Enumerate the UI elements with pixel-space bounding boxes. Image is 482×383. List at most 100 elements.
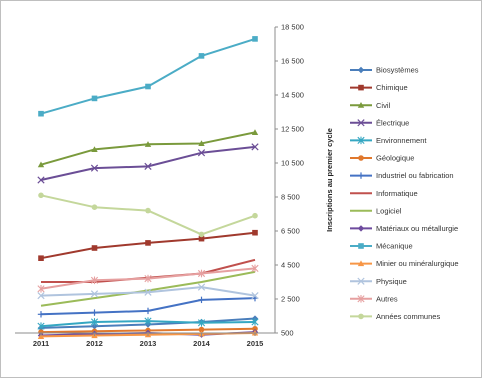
series-group [38,229,258,261]
data-point [144,162,152,171]
series-group [37,283,259,300]
data-point-stroke [197,283,206,291]
data-point [90,290,99,298]
data-point [37,333,45,339]
data-point [91,95,98,102]
legend-swatch-marker [358,313,364,320]
x-tick-label: 2012 [86,339,103,348]
legend-label: Chimique [376,83,408,92]
x-tick-label: 2015 [247,339,264,348]
legend-item: Physique [350,277,407,286]
legend-swatch-marker-stroke [357,277,365,285]
data-point [37,161,45,168]
data-point-stroke [90,164,99,172]
x-tick-label: 2011 [33,339,49,348]
data-point [251,318,259,326]
data-point [197,149,206,157]
legend-label: Années communes [376,312,440,321]
legend-swatch-marker [358,84,364,91]
data-point-stroke [144,162,152,171]
legend-item: Géologique [350,154,414,163]
data-point [144,288,152,296]
legend-label: Industriel ou fabrication [376,171,454,180]
data-point [252,325,258,332]
legend-label: Autres [376,294,398,303]
series-group [37,264,259,293]
data-point [90,318,99,326]
legend-swatch-marker [357,102,365,108]
legend-swatch-marker [357,172,365,179]
legend-item: Matériaux ou métallurgie [350,224,458,233]
legend-label: Électrique [376,118,409,127]
legend-item: Minier ou minéralurgique [350,259,459,268]
data-point [37,176,45,184]
data-point-stroke [37,291,45,300]
y-tick-label: 10 500 [281,159,304,168]
data-point [251,264,259,273]
data-point [37,291,45,300]
y-tick-label: 6 500 [281,227,300,236]
y-tick-label: 500 [281,329,294,338]
legend-label: Civil [376,101,390,110]
data-point [198,326,205,333]
data-point [251,129,259,135]
legend-item: Informatique [350,189,418,198]
y-tick-label: 12 500 [281,125,304,134]
legend-item: Chimique [350,83,408,92]
y-tick-label: 18 500 [281,23,304,32]
data-point [38,255,44,261]
data-point-stroke [251,291,259,300]
data-point [197,283,206,291]
data-point [91,309,98,316]
x-tick-label: 2014 [193,339,211,348]
data-point-stroke [251,143,259,151]
legend-item: Années communes [350,312,440,321]
legend-label: Informatique [376,189,418,198]
data-point [37,322,45,330]
data-point [197,319,206,327]
data-point [144,317,152,325]
data-point [90,276,99,285]
series-group [38,36,258,117]
legend-label: Matériaux ou métallurgie [376,224,458,233]
legend-swatch-marker [358,155,364,161]
x-tick-label: 2013 [140,339,157,348]
legend-label: Biosystèmes [376,66,419,75]
legend-label: Environnement [376,136,427,145]
legend-item: Autres [350,294,398,303]
axes: 500 2 500 4 500 6 500 8 500 10 500 12 500 14 50… [15,23,304,348]
data-point [144,307,152,315]
legend-label: Physique [376,277,407,286]
legend-swatch-marker [357,225,365,232]
legend-label: Minier ou minéralurgique [376,259,459,268]
data-point [252,36,258,42]
legend-item: Civil [350,101,390,110]
data-point [144,274,152,283]
legend-item: Biosystèmes [350,66,419,75]
y-tick-label: 2 500 [281,295,300,304]
data-point [197,269,206,278]
series-group [37,317,259,330]
data-point [145,207,151,214]
legend: Biosystèmes Chimique Civil Électrique Enviro… [350,66,459,321]
data-point [252,229,258,236]
data-point-stroke [197,149,206,157]
legend-swatch-marker [357,260,365,267]
legend-swatch-marker [357,295,365,303]
data-point [91,146,98,152]
data-point [198,53,205,59]
data-point [198,140,205,147]
data-point-stroke [90,290,99,298]
data-point [38,329,44,335]
legend-item: Logiciel [350,206,402,215]
legend-item: Électrique [350,118,409,127]
data-point [91,204,98,210]
data-point [251,291,259,300]
series-group [37,294,259,318]
legend-swatch-marker [357,66,365,74]
data-point [198,231,205,238]
data-point [144,141,152,147]
series-group [38,192,258,238]
series-group [37,129,259,168]
